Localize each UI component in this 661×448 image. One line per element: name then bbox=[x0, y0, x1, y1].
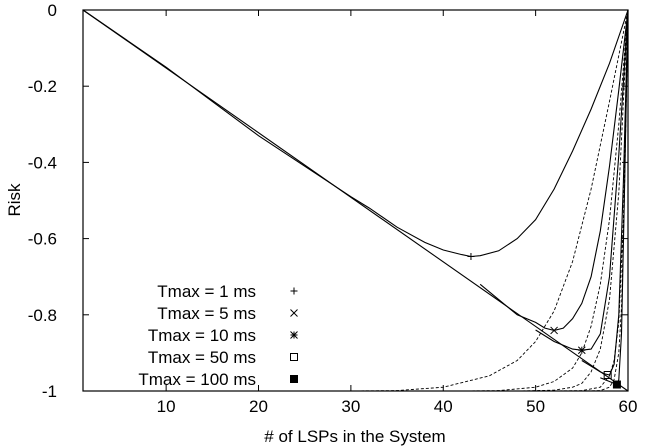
series-1-line bbox=[82, 9, 629, 258]
plot-frame bbox=[82, 9, 629, 392]
y-tick-label-3: -0.6 bbox=[28, 230, 57, 249]
legend-marker-2-d2 bbox=[290, 309, 298, 317]
series-3 bbox=[517, 9, 629, 392]
series-2 bbox=[461, 9, 629, 392]
y-tick-label-5: -1 bbox=[42, 382, 57, 401]
series-1 bbox=[82, 9, 629, 392]
x-tick-label-40: 40 bbox=[434, 397, 453, 416]
y-axis-title: Risk bbox=[5, 183, 24, 217]
series-layer bbox=[82, 9, 629, 392]
series-2-marker-d2 bbox=[550, 326, 558, 335]
legend-label-4: Tmax = 50 ms bbox=[148, 348, 256, 367]
y-tick-label-1: -0.2 bbox=[28, 77, 57, 96]
x-tick-label-50: 50 bbox=[526, 397, 545, 416]
series-4-line bbox=[581, 9, 629, 376]
x-tick-label-20: 20 bbox=[249, 397, 268, 416]
legend-marker-1 bbox=[290, 287, 298, 295]
x-tick-label-30: 30 bbox=[341, 397, 360, 416]
x-tick-label-10: 10 bbox=[157, 397, 176, 416]
legend-label-3: Tmax = 10 ms bbox=[148, 326, 256, 345]
x-axis-title: # of LSPs in the System bbox=[264, 427, 445, 446]
series-3-line bbox=[535, 9, 629, 351]
series-1-marker bbox=[467, 253, 475, 261]
legend-marker-5-box bbox=[290, 375, 298, 383]
series-3-marker-d2 bbox=[577, 346, 586, 355]
series-5-marker bbox=[612, 380, 621, 389]
series-5 bbox=[581, 9, 629, 392]
series-1-dashed-line bbox=[350, 9, 629, 392]
series-4-marker-box bbox=[603, 370, 612, 379]
series-5-marker-box bbox=[612, 380, 621, 389]
legend-label-2: Tmax = 5 ms bbox=[157, 304, 256, 323]
series-2-dashed-line bbox=[461, 9, 629, 392]
series-4 bbox=[554, 9, 629, 392]
legend-label-5: Tmax = 100 ms bbox=[138, 370, 256, 389]
legend-marker-2 bbox=[290, 309, 298, 317]
series-5-dashed-line bbox=[581, 9, 629, 392]
legend-marker-3-d2 bbox=[290, 331, 298, 339]
series-4-dashed-line bbox=[554, 9, 629, 392]
series-3-marker bbox=[577, 346, 586, 355]
legend: Tmax = 1 ms Tmax = 5 ms Tmax = 10 ms Tmax =… bbox=[138, 282, 298, 389]
legend-marker-5 bbox=[290, 375, 298, 383]
legend-marker-4-box bbox=[290, 353, 298, 361]
series-4-marker bbox=[603, 370, 612, 379]
y-tick-label-2: -0.4 bbox=[28, 153, 57, 172]
series-3-dashed-line bbox=[517, 9, 629, 392]
legend-marker-4 bbox=[290, 353, 298, 361]
ticks-layer: 10 20 30 40 50 60 0 -0.2 -0.4 -0.6 -0.8 -1 bbox=[28, 1, 638, 416]
series-2-line bbox=[479, 9, 629, 331]
y-tick-label-4: -0.8 bbox=[28, 306, 57, 325]
legend-marker-3 bbox=[290, 331, 298, 339]
x-tick-label-60: 60 bbox=[619, 397, 638, 416]
series-2-marker bbox=[550, 326, 558, 335]
legend-label-1: Tmax = 1 ms bbox=[157, 282, 256, 301]
y-tick-label-0: 0 bbox=[48, 1, 57, 20]
